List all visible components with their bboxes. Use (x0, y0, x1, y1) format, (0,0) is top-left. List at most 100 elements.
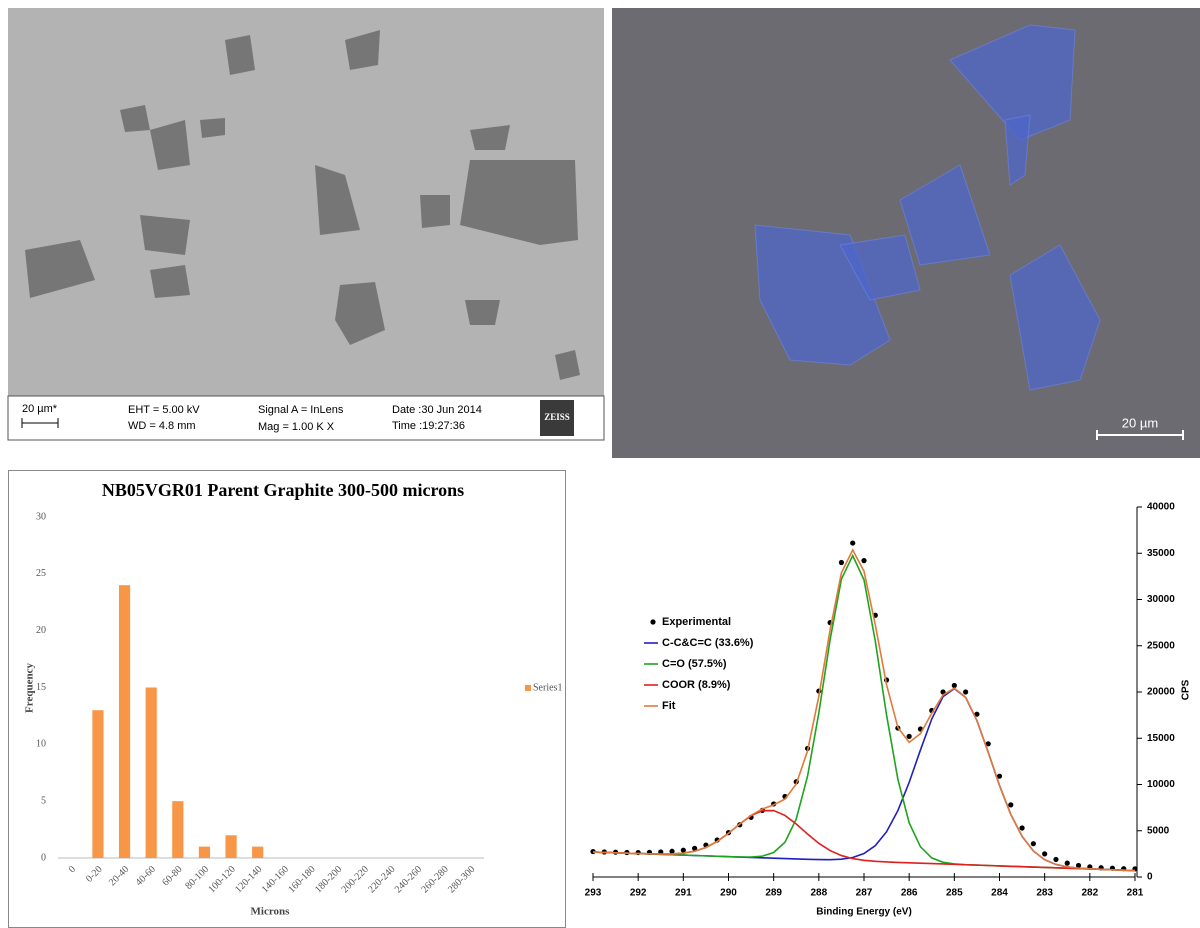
series-line (592, 687, 1136, 872)
x-tick-label: 289 (765, 888, 782, 899)
y-tick-label: 30 (36, 511, 46, 522)
flake (465, 300, 500, 325)
bar (172, 801, 184, 858)
data-point (1064, 860, 1070, 866)
flake (345, 30, 380, 70)
optical-image: 20 µm (612, 8, 1200, 458)
flake (150, 265, 190, 298)
data-point (906, 733, 912, 740)
y-tick-label: 15000 (1147, 733, 1175, 744)
data-point (1075, 862, 1082, 869)
flake (420, 195, 450, 228)
data-point (1053, 856, 1059, 863)
x-tick-label: 0 (67, 864, 78, 875)
data-point (1019, 825, 1025, 831)
x-tick-label: 285 (946, 888, 963, 899)
bar (252, 846, 264, 858)
x-tick-label: 288 (810, 888, 827, 899)
x-tick-label: 286 (901, 888, 918, 899)
x-axis-label: Microns (251, 906, 291, 918)
flake (899, 164, 991, 266)
histogram-frame (8, 470, 566, 928)
data-point (669, 848, 675, 854)
x-tick-label: 291 (675, 888, 692, 899)
flake (470, 125, 510, 150)
flake (25, 240, 95, 298)
y-tick-label: 40000 (1147, 502, 1175, 513)
optical-background (612, 8, 1200, 458)
legend-label: Experimental (662, 616, 731, 628)
flake (140, 215, 190, 255)
x-tick-label: 292 (630, 888, 647, 899)
sem-signal: Signal A = InLens (258, 404, 344, 416)
y-tick-label: 25000 (1147, 640, 1175, 651)
x-tick-label: 287 (856, 888, 873, 899)
flake (555, 350, 580, 380)
y-axis-label: Frequency (24, 663, 36, 713)
x-tick-label: 290 (720, 888, 737, 899)
bar (225, 835, 237, 858)
data-point (861, 558, 867, 564)
flake (1009, 244, 1101, 391)
y-tick-label: 25 (36, 568, 46, 579)
legend-label: Fit (662, 700, 676, 712)
flake (315, 165, 360, 235)
flake (839, 234, 921, 301)
zeiss-logo-text: ZEISS (544, 412, 570, 422)
y-tick-label: 0 (41, 852, 46, 863)
sem-scale-label: 20 µm* (22, 403, 58, 415)
series-line (592, 809, 1136, 872)
legend-label: COOR (8.9%) (662, 679, 731, 691)
x-tick-label: 283 (1036, 888, 1053, 899)
flake (335, 282, 385, 345)
optical-flakes (754, 24, 1101, 391)
y-tick-label: 20 (36, 625, 46, 636)
bar (118, 585, 131, 858)
legend-swatch (525, 685, 531, 691)
x-axis-label: Binding Energy (eV) (816, 907, 912, 918)
data-point (951, 682, 957, 689)
flake (225, 35, 255, 75)
x-tick-label: 293 (585, 888, 602, 899)
legend-label: C=O (57.5%) (662, 658, 727, 670)
flake (460, 160, 578, 245)
x-tick-label: 281 (1127, 888, 1144, 899)
y-tick-label: 30000 (1147, 594, 1175, 605)
series-line (592, 548, 1136, 872)
y-axis-label: CPS (1181, 679, 1192, 700)
x-tick-label: 282 (1081, 888, 1098, 899)
flake (1004, 114, 1031, 186)
legend-label: C-C&C=C (33.6%) (662, 637, 754, 649)
optical-scale-label: 20 µm (1122, 415, 1158, 430)
y-tick-label: 5000 (1147, 825, 1170, 836)
data-point (974, 711, 980, 717)
sem-date: Date :30 Jun 2014 (392, 404, 482, 416)
chart-title: NB05VGR01 Parent Graphite 300-500 micron… (102, 480, 464, 500)
flake (200, 118, 225, 138)
zeiss-logo (540, 400, 574, 436)
sem-image: 20 µm* EHT = 5.00 kV WD = 4.8 mm Signal … (7, 8, 605, 441)
data-point (1030, 841, 1036, 847)
y-tick-label: 0 (1147, 872, 1153, 883)
y-tick-label: 20000 (1147, 687, 1175, 698)
bar (92, 710, 104, 858)
data-point (692, 845, 698, 851)
sem-time: Time :19:27:36 (392, 420, 465, 432)
sem-info-bar (7, 395, 605, 441)
data-point (1008, 802, 1014, 808)
data-point (963, 689, 969, 695)
sem-mag: Mag = 1.00 K X (258, 421, 335, 433)
sem-flakes (25, 30, 580, 380)
series-line (592, 553, 1136, 872)
data-point (850, 540, 856, 546)
flake (150, 120, 190, 170)
legend-marker (650, 619, 656, 625)
y-tick-label: 35000 (1147, 548, 1175, 559)
sem-eht: EHT = 5.00 kV (128, 404, 200, 416)
data-point (1042, 851, 1048, 857)
data-point (680, 847, 686, 853)
xps-chart: 293 292 291 290 289 288 287 286 285 284 283 282 2810… (585, 502, 1192, 918)
data-point (985, 741, 991, 747)
x-tick-label: 284 (991, 888, 1008, 899)
